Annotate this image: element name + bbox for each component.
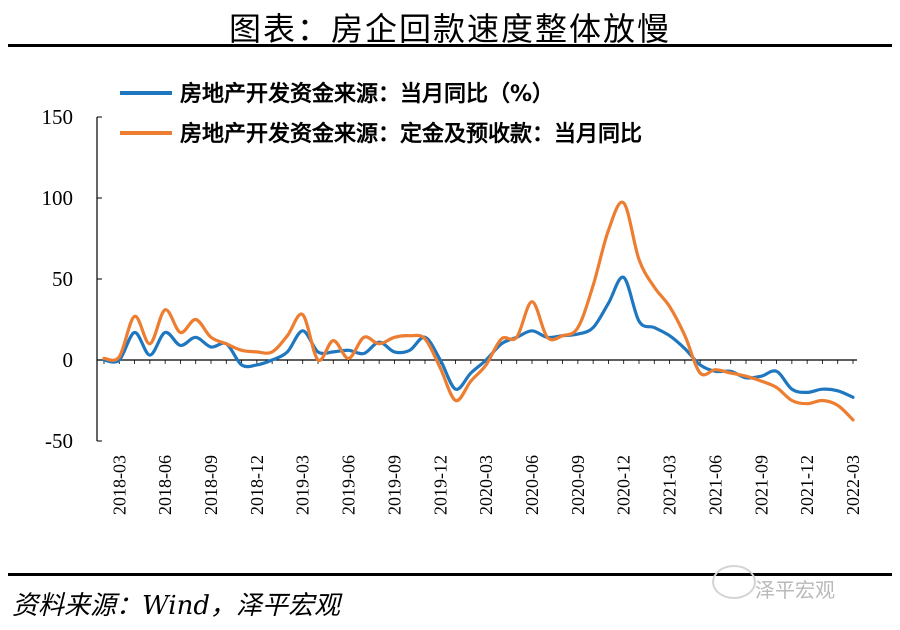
y-tick-label: 0 xyxy=(63,348,74,372)
x-tick-label: 2020-06 xyxy=(522,455,542,515)
y-tick-label: 100 xyxy=(42,186,74,210)
series-line-1 xyxy=(102,275,855,399)
legend: 房地产开发资金来源：当月同比（%） 房地产开发资金来源：定金及预收款：当月同比 xyxy=(120,81,642,147)
x-tick-label: 2020-03 xyxy=(476,455,496,515)
y-tick-label: -50 xyxy=(45,429,73,453)
x-tick-label: 2019-09 xyxy=(384,455,404,515)
x-tick-label: 2020-09 xyxy=(568,455,588,515)
x-tick-label: 2018-09 xyxy=(201,455,221,515)
top-rule xyxy=(8,44,892,47)
x-tick-label: 2019-06 xyxy=(339,455,359,515)
legend-label-1: 房地产开发资金来源：当月同比（%） xyxy=(180,81,554,107)
series-line-2 xyxy=(102,200,855,422)
x-tick-label: 2020-12 xyxy=(614,455,634,515)
y-tick-label: 50 xyxy=(52,267,73,291)
legend-label-2: 房地产开发资金来源：定金及预收款：当月同比 xyxy=(180,121,642,147)
y-tick-label: 150 xyxy=(42,105,74,129)
x-tick-label: 2018-06 xyxy=(155,455,175,515)
x-tick-label: 2021-06 xyxy=(705,455,725,515)
x-tick-label: 2021-03 xyxy=(660,455,680,515)
x-tick-label: 2022-03 xyxy=(843,455,863,515)
axes: -50 0 50 100 150 2018-03 2018-06 2018-09 2018-12… xyxy=(42,105,864,515)
watermark: 泽平宏观 xyxy=(755,578,835,602)
series-layer xyxy=(102,200,855,422)
chart-title: 图表：房企回款速度整体放慢 xyxy=(228,10,671,48)
watermark-logo-icon xyxy=(712,565,756,599)
x-tick-label: 2021-12 xyxy=(797,455,817,515)
x-tick-label: 2019-03 xyxy=(293,455,313,515)
x-tick-label: 2019-12 xyxy=(430,455,450,515)
x-tick-label: 2018-03 xyxy=(109,455,129,515)
x-tick-label: 2018-12 xyxy=(247,455,267,515)
x-tick-label: 2021-09 xyxy=(751,455,771,515)
bottom-rule xyxy=(8,573,892,576)
source-note: 资料来源：Wind，泽平宏观 xyxy=(12,591,340,621)
